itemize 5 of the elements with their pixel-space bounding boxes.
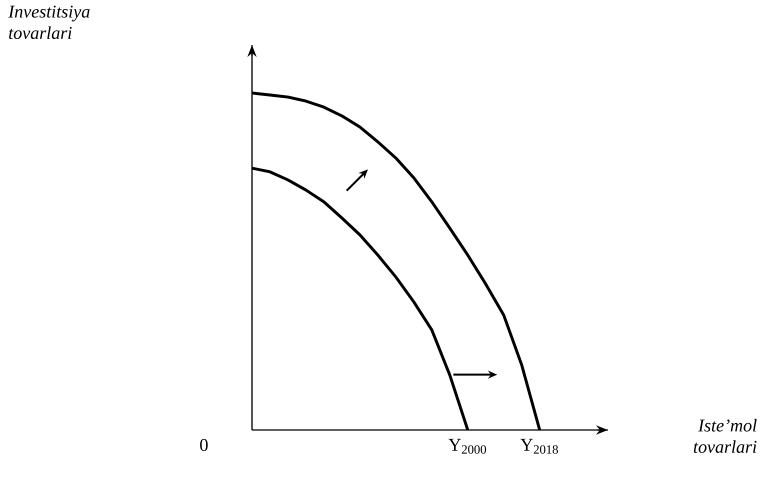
x-tick-label: Y$_{2018}$ (520, 438, 558, 454)
text: Investitsiya tovarlari (8, 6, 90, 40)
text: Iste’mol tovarlari (694, 418, 757, 453)
text: 0 (200, 438, 208, 452)
x-tick-label: Y$_{2000}$ (448, 438, 486, 454)
